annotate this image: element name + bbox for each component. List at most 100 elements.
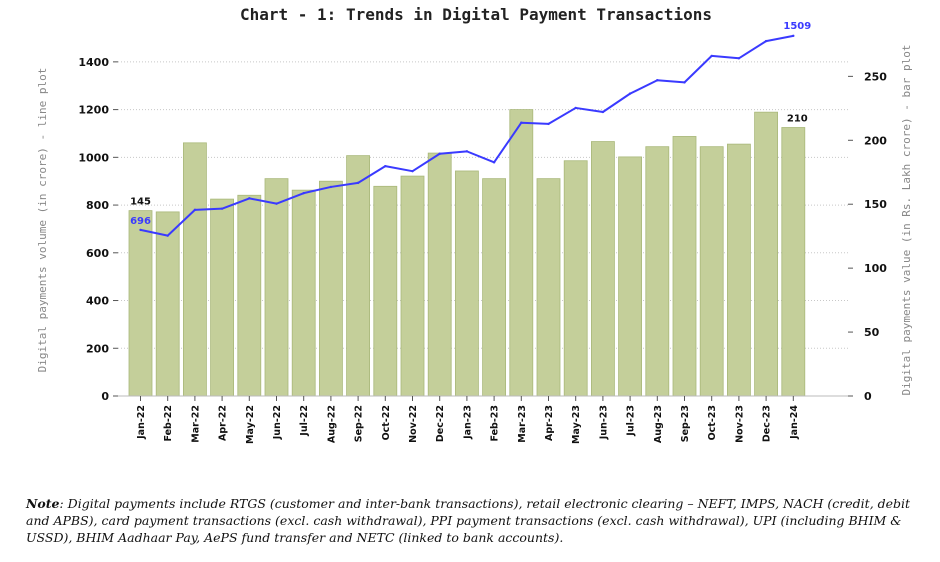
tick-label-x-Mar-23: Mar-23 bbox=[517, 405, 528, 443]
tick-label-x-Jan-23: Jan-23 bbox=[462, 405, 473, 440]
y-axis-right-label: Digital payments value (in Rs. Lakh cror… bbox=[900, 45, 913, 396]
chart-title: Chart - 1: Trends in Digital Payment Tra… bbox=[240, 5, 712, 24]
bar-Mar-22 bbox=[182, 142, 207, 397]
tick-label-x-Apr-22: Apr-22 bbox=[218, 405, 229, 441]
tick-label-right-250: 250 bbox=[864, 70, 887, 83]
tick-label-right-200: 200 bbox=[864, 134, 887, 147]
line-point-Mar-22 bbox=[193, 208, 197, 212]
annotation-1509: 1509 bbox=[783, 21, 811, 32]
tick-label-x-Aug-22: Aug-22 bbox=[326, 405, 337, 443]
bar-Aug-22 bbox=[318, 180, 343, 397]
bar-May-23 bbox=[563, 160, 588, 397]
tick-label-x-Aug-23: Aug-23 bbox=[653, 405, 664, 443]
line-point-Jun-22 bbox=[275, 202, 278, 205]
axes: 0 200 400 600 800 1000 1200 1400 0 50 100 150 200 250… bbox=[78, 56, 887, 444]
tick-label-x-Oct-22: Oct-22 bbox=[381, 405, 392, 440]
line-series bbox=[139, 34, 795, 237]
bar-Nov-22 bbox=[400, 175, 425, 397]
bar-May-22 bbox=[237, 194, 262, 397]
line-point-Jan-23 bbox=[465, 150, 469, 153]
bar-Apr-23 bbox=[536, 178, 561, 397]
bar-Mar-23 bbox=[509, 109, 534, 397]
bar-Nov-23 bbox=[727, 143, 751, 397]
tick-label-right-50: 50 bbox=[864, 326, 880, 339]
bar-Jan-22 bbox=[128, 210, 153, 397]
line-point-Jan-22 bbox=[139, 228, 142, 232]
bar-Jul-23 bbox=[618, 156, 642, 397]
line-point-Aug-22 bbox=[329, 185, 333, 189]
bar-Feb-23 bbox=[482, 178, 507, 397]
bar-Dec-23 bbox=[754, 111, 778, 397]
line-point-May-22 bbox=[248, 197, 251, 200]
tick-label-x-Jun-23: Jun-23 bbox=[598, 405, 609, 440]
bar-Jun-23 bbox=[591, 141, 615, 397]
y-axis-left-label: Digital payments volume (in crore) - lin… bbox=[36, 68, 49, 373]
line-point-Feb-23 bbox=[492, 161, 496, 164]
bar-Jul-22 bbox=[291, 189, 316, 397]
tick-label-x-Mar-22: Mar-22 bbox=[190, 405, 201, 443]
tick-label-left-200: 200 bbox=[86, 342, 109, 355]
tick-label-x-Jul-22: Jul-22 bbox=[299, 405, 310, 437]
line-point-Nov-23 bbox=[737, 57, 741, 60]
line-point-Oct-23 bbox=[710, 54, 713, 58]
tick-label-left-400: 400 bbox=[86, 295, 109, 308]
annotations: 145 696 1509 210 bbox=[130, 21, 811, 227]
tick-label-left-1200: 1200 bbox=[78, 104, 109, 117]
line-point-Oct-22 bbox=[384, 164, 387, 168]
tick-label-x-Sep-22: Sep-22 bbox=[354, 405, 365, 442]
bar-Jan-23 bbox=[454, 170, 479, 397]
tick-label-x-Apr-23: Apr-23 bbox=[544, 405, 555, 441]
line-point-Feb-22 bbox=[166, 234, 169, 237]
tick-label-x-Nov-22: Nov-22 bbox=[408, 405, 419, 443]
annotation-145: 145 bbox=[130, 197, 151, 208]
line-point-Dec-22 bbox=[438, 152, 441, 155]
note-label: Note bbox=[26, 496, 60, 511]
line-point-Nov-22 bbox=[411, 169, 414, 173]
chart-note: Note: Digital payments include RTGS (cus… bbox=[26, 495, 922, 546]
annotation-696: 696 bbox=[130, 216, 151, 227]
line-point-Jan-24 bbox=[792, 34, 795, 38]
bar-Apr-22 bbox=[210, 198, 235, 397]
bar-Sep-22 bbox=[346, 155, 371, 397]
tick-label-left-800: 800 bbox=[86, 199, 109, 212]
tick-label-x-Nov-23: Nov-23 bbox=[734, 405, 745, 443]
tick-label-x-Dec-22: Dec-22 bbox=[435, 405, 446, 442]
bar-Aug-23 bbox=[645, 146, 670, 397]
tick-label-x-Jun-22: Jun-22 bbox=[272, 405, 283, 440]
line-point-Jun-23 bbox=[601, 110, 605, 114]
tick-label-x-Oct-23: Oct-23 bbox=[707, 405, 718, 440]
bar-Dec-22 bbox=[427, 152, 452, 397]
tick-label-x-May-23: May-23 bbox=[571, 405, 582, 444]
tick-label-x-Jan-24: Jan-24 bbox=[789, 405, 800, 440]
line-point-Sep-22 bbox=[356, 181, 360, 185]
tick-label-x-Sep-23: Sep-23 bbox=[680, 405, 691, 442]
line-point-Apr-22 bbox=[220, 207, 224, 210]
line-point-May-23 bbox=[574, 106, 577, 110]
tick-label-right-150: 150 bbox=[864, 198, 887, 211]
tick-label-right-100: 100 bbox=[864, 262, 887, 275]
bar-Jan-24 bbox=[781, 127, 806, 397]
bar-Oct-22 bbox=[373, 185, 398, 397]
bar-series bbox=[128, 109, 806, 397]
line-point-Apr-23 bbox=[547, 122, 550, 126]
tick-label-x-Feb-23: Feb-23 bbox=[490, 405, 501, 442]
bar-Oct-23 bbox=[699, 146, 724, 397]
line-point-Dec-23 bbox=[764, 39, 768, 43]
tick-label-left-600: 600 bbox=[86, 247, 109, 260]
line-point-Mar-23 bbox=[520, 121, 523, 124]
tick-label-left-1400: 1400 bbox=[78, 56, 109, 69]
tick-label-right-0: 0 bbox=[864, 390, 872, 403]
bar-Sep-23 bbox=[672, 136, 697, 397]
chart: Chart - 1: Trends in Digital Payment Tra… bbox=[36, 5, 913, 444]
tick-label-x-Dec-23: Dec-23 bbox=[762, 405, 773, 442]
tick-label-x-Jan-22: Jan-22 bbox=[136, 405, 147, 440]
tick-label-x-Feb-22: Feb-22 bbox=[163, 405, 174, 442]
bar-Jun-22 bbox=[264, 178, 289, 397]
tick-label-x-May-22: May-22 bbox=[245, 405, 256, 444]
note-text: : Digital payments include RTGS (custome… bbox=[26, 496, 911, 545]
tick-label-x-Jul-23: Jul-23 bbox=[626, 405, 637, 437]
tick-label-left-0: 0 bbox=[101, 390, 109, 403]
line-point-Sep-23 bbox=[683, 81, 686, 84]
line-point-Jul-23 bbox=[628, 92, 632, 95]
bar-Feb-22 bbox=[155, 211, 180, 397]
